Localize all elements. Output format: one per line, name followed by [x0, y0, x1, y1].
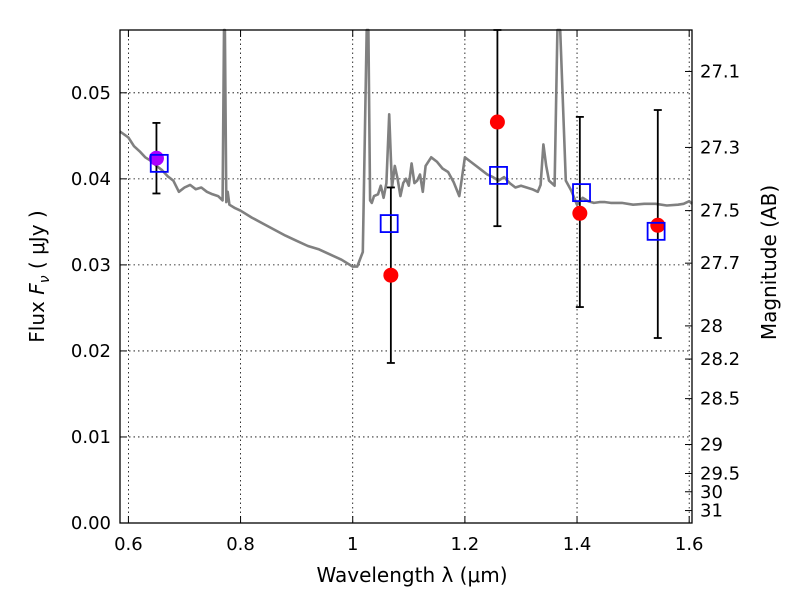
model-square-marker	[646, 221, 666, 241]
x-tick-label: 1.6	[675, 534, 704, 555]
y-tick-label: 0.03	[71, 255, 111, 276]
plot-frame	[119, 29, 693, 524]
y-tick-label: 0.04	[71, 169, 111, 190]
x-tick-label: 1.4	[563, 534, 592, 555]
x-axis-label: Wavelength λ (μm)	[316, 563, 507, 587]
x-tick-label: 0.6	[114, 534, 143, 555]
spectrum-layer	[119, 28, 693, 268]
y-right-tick-label: 27.5	[700, 201, 740, 222]
data-point	[489, 114, 505, 130]
y-axis-label: Flux Fν ( μJy )	[25, 210, 53, 342]
y-right-tick-label: 27.7	[700, 253, 740, 274]
x-tick-label: 1	[347, 534, 358, 555]
model-square-marker	[489, 166, 508, 185]
y-axis-right-label: Magnitude (AB)	[757, 185, 781, 340]
model-square-marker	[149, 153, 169, 173]
y-right-tick-label: 27.1	[700, 61, 740, 82]
y-tick-label: 0.02	[71, 341, 111, 362]
y-right-tick-label: 28.5	[700, 389, 740, 410]
y-right-tick-label: 27.3	[700, 137, 740, 158]
x-tick-label: 1.2	[451, 534, 480, 555]
grid	[120, 30, 692, 524]
y-tick-label: 0.05	[71, 83, 111, 104]
points-layer	[148, 29, 666, 364]
model-square-marker	[379, 214, 399, 233]
model-square-marker	[572, 183, 591, 203]
y-tick-label: 0.00	[71, 513, 111, 534]
y-tick-label: 0.01	[71, 427, 111, 448]
x-tick-label: 0.8	[226, 534, 255, 555]
y-right-tick-label: 31	[700, 501, 723, 522]
spectrum-line	[119, 28, 693, 268]
y-right-tick-label: 29	[700, 435, 723, 456]
y-right-tick-label: 29.5	[700, 463, 740, 484]
data-point	[650, 217, 666, 233]
data-point	[383, 267, 399, 283]
data-point	[572, 205, 588, 221]
ticks-layer: 0.6 0.8 1 1.2 1.4 1.6 0.00 0.01 0.02 0.03 0.04 0.05…	[71, 30, 740, 555]
y-right-tick-label: 28.2	[700, 349, 740, 370]
y-right-tick-label: 28	[700, 316, 723, 337]
y-right-tick-label: 30	[700, 482, 723, 503]
